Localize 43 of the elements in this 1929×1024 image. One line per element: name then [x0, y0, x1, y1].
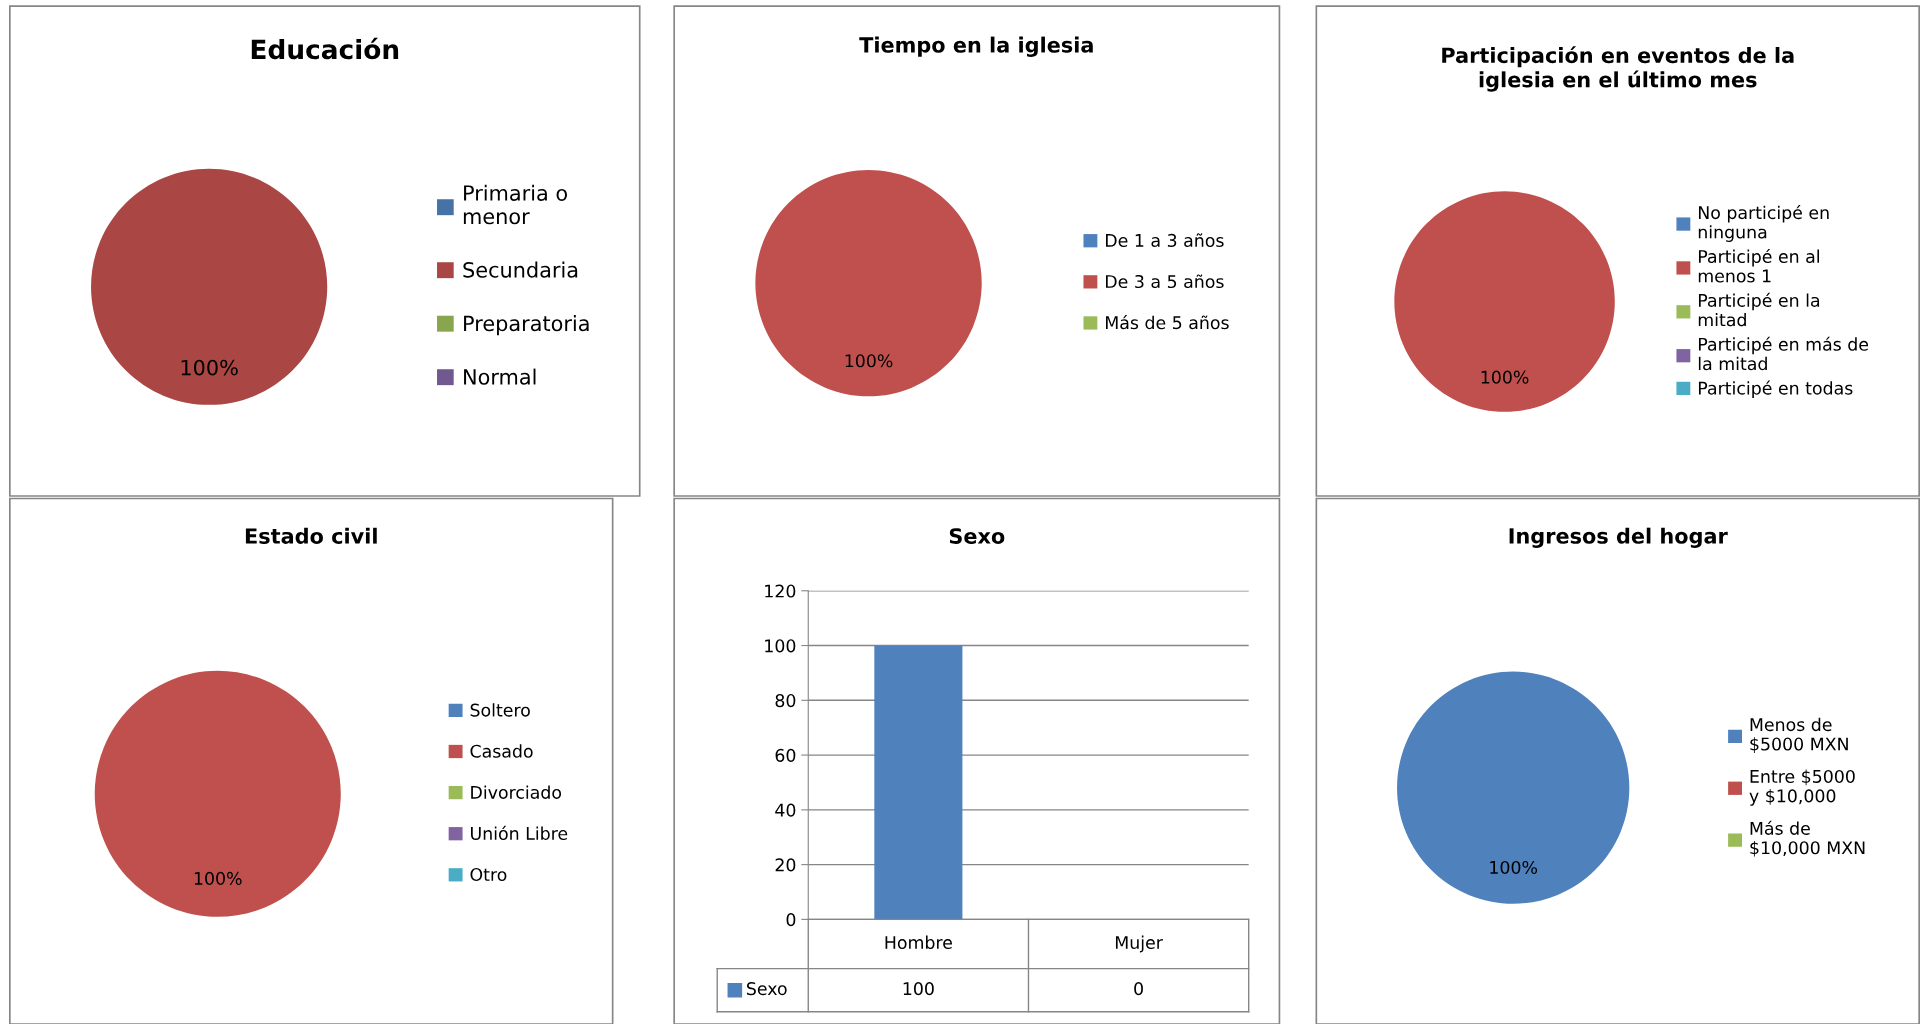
y-tick-label: 100: [765, 639, 796, 653]
legend-label: Menos de $5000 MXN: [1750, 717, 1848, 753]
legend-label: Secundaria: [463, 261, 578, 278]
legend-label: Más de 5 años: [1106, 315, 1229, 330]
data-label: 100: [903, 982, 934, 996]
legend-label: Divorciado: [471, 785, 562, 799]
legend-label: De 1 a 3 años: [1106, 233, 1224, 248]
legend-label: Participé en todas: [1698, 380, 1853, 399]
chart-title: Sexo: [949, 528, 1005, 544]
legend-label: Primaria o menor: [463, 184, 567, 225]
y-tick-label: 40: [775, 803, 796, 817]
y-tick-label: 80: [775, 694, 796, 708]
legend-label: Participé en al menos 1: [1698, 248, 1819, 283]
legend-label: Otro: [470, 867, 507, 882]
legend-label: Normal: [464, 368, 536, 385]
legend-label: Entre $5000 y $10,000: [1749, 769, 1855, 806]
legend-label: Participé en la mitad: [1698, 292, 1820, 327]
legend-label: Soltero: [470, 703, 530, 717]
chart-title: Tiempo en la iglesia: [859, 36, 1093, 57]
x-tick-label: Mujer: [1115, 935, 1163, 953]
chart-title: Ingresos del hogar: [1509, 527, 1728, 549]
chart-title: Participación en eventos de la iglesia en el último mes: [1442, 46, 1794, 92]
y-tick-label: 20: [775, 858, 796, 872]
y-tick-label: 60: [775, 748, 796, 762]
legend-label: Preparatoria: [464, 315, 589, 336]
data-label: 100%: [1490, 860, 1538, 875]
data-label: 100%: [181, 359, 238, 376]
chart-title: Educación: [251, 37, 399, 60]
chart-title: Estado civil: [245, 527, 377, 544]
x-tick-label: Hombre: [885, 935, 952, 950]
legend-label: De 3 a 5 años: [1106, 274, 1224, 289]
legend-label: No participé en ninguna: [1698, 205, 1829, 242]
legend-label: Participé en más de la mitad: [1698, 336, 1869, 371]
legend-label: Más de $10,000 MXN: [1750, 820, 1865, 857]
legend-label: Unión Libre: [471, 825, 568, 840]
data-label: 0: [1134, 982, 1143, 996]
legend-label: Sexo: [747, 982, 787, 996]
legend-label: Casado: [470, 744, 533, 758]
data-label: 100%: [1481, 370, 1529, 384]
y-tick-label: 120: [765, 584, 796, 598]
data-label: 100%: [845, 354, 893, 368]
y-tick-label: 0: [786, 913, 796, 927]
data-label: 100%: [194, 871, 242, 885]
